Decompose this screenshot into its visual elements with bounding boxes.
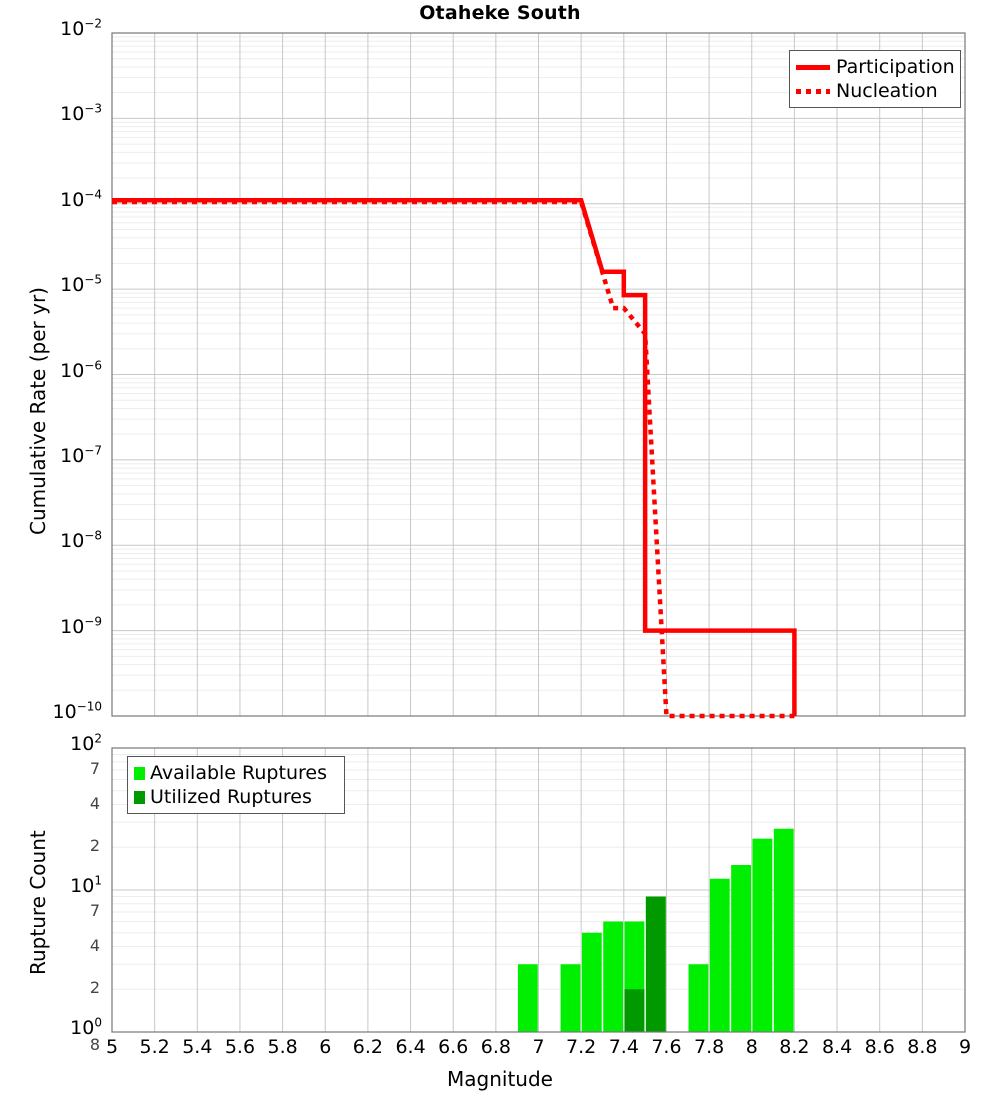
- x-tick-label: 9: [958, 1036, 972, 1058]
- legend-item: Nucleation: [796, 79, 954, 103]
- x-tick-label: 8.4: [821, 1036, 853, 1058]
- x-tick-label: 5.6: [224, 1036, 256, 1058]
- x-tick-label: 5.8: [267, 1036, 298, 1058]
- axes-frame-bottom: [111, 747, 966, 1033]
- curve-nucleation: [112, 199, 795, 719]
- y-tick-label-top: 10−8: [60, 528, 102, 553]
- x-tick-label: 7.2: [566, 1036, 597, 1058]
- y-tick-label-top: 10−7: [60, 443, 102, 467]
- x-tick-label: 7: [532, 1036, 545, 1058]
- bar-utilized: [624, 989, 645, 1032]
- bar-available: [560, 964, 581, 1032]
- bar-available: [581, 932, 602, 1032]
- bar-available: [603, 921, 624, 1032]
- x-tick-label: 8: [745, 1036, 758, 1058]
- legend-item: Participation: [796, 55, 955, 79]
- color-swatch: [134, 790, 145, 804]
- y-tick-label-bottom: 101: [70, 873, 102, 897]
- legend-label: Available Ruptures: [150, 762, 327, 784]
- y-tick-label-minor-bottom: 4: [89, 935, 100, 955]
- y-tick-label-top: 10−2: [60, 16, 102, 40]
- y-tick-label-top: 10−4: [60, 187, 102, 211]
- x-tick-label: 7.6: [651, 1036, 682, 1058]
- bar-available: [517, 964, 538, 1032]
- x-tick-label: 8.2: [779, 1036, 810, 1058]
- bar-utilized: [645, 896, 666, 1032]
- x-axis-label: Magnitude: [447, 1067, 553, 1091]
- x-tick-label: 5.2: [139, 1036, 170, 1058]
- dotted-line-swatch: [796, 88, 830, 94]
- x-tick-label: 6: [319, 1036, 332, 1058]
- chart-title: Otaheke South: [419, 2, 581, 24]
- axes-frame-top: [111, 32, 966, 717]
- bar-available: [752, 838, 773, 1032]
- x-tick-label: 6.6: [438, 1036, 469, 1058]
- x-tick-label: 5: [105, 1036, 119, 1058]
- x-tick-label: 8.8: [907, 1036, 938, 1058]
- legend-top: Participation Nucleation: [789, 50, 961, 108]
- solid-line-swatch: [796, 64, 830, 70]
- legend-label: Participation: [836, 56, 955, 78]
- y-tick-label-minor-bottom: 7: [89, 900, 100, 920]
- bar-available: [688, 964, 709, 1032]
- bar-available: [773, 828, 794, 1032]
- y-tick-label-minor-bottom: 2: [89, 978, 100, 998]
- y-axis-label-bottom: Rupture Count: [26, 830, 50, 975]
- legend-bottom: Available Ruptures Utilized Ruptures: [127, 756, 345, 814]
- legend-item: Available Ruptures: [134, 761, 338, 785]
- bar-available: [731, 864, 751, 1032]
- y-tick-label-top: 10−10: [52, 699, 102, 723]
- y-tick-label-top: 10−3: [60, 102, 102, 126]
- y-tick-label-minor-bottom: 2: [89, 836, 100, 856]
- y-tick-label-bottom: 100: [70, 1015, 102, 1039]
- y-tick-label-bottom: 102: [70, 731, 102, 755]
- bar-available: [709, 878, 730, 1032]
- legend-label: Utilized Ruptures: [150, 786, 312, 808]
- x-tick-label: 6.2: [352, 1036, 383, 1058]
- y-tick-label-minor-bottom: 7: [89, 758, 100, 778]
- x-tick-label: 6.4: [395, 1036, 426, 1058]
- y-tick-label-top: 10−6: [60, 358, 102, 382]
- x-tick-label: 7.4: [608, 1036, 639, 1058]
- x-tick-label: 5.4: [182, 1036, 213, 1058]
- x-tick-label: 7.8: [693, 1036, 725, 1058]
- y-axis-label-top: Cumulative Rate (per yr): [26, 286, 50, 535]
- y-tick-label-top: 10−9: [60, 614, 102, 638]
- y-tick-label-top: 10−5: [60, 272, 102, 297]
- x-tick-label: 8.6: [864, 1036, 895, 1058]
- color-swatch: [134, 766, 145, 780]
- legend-label: Nucleation: [836, 80, 938, 102]
- y-tick-label-minor-bottom: 8: [89, 1035, 100, 1054]
- y-tick-label-minor-bottom: 4: [89, 793, 100, 813]
- legend-item: Utilized Ruptures: [134, 785, 338, 809]
- x-tick-label: 6.8: [480, 1036, 511, 1058]
